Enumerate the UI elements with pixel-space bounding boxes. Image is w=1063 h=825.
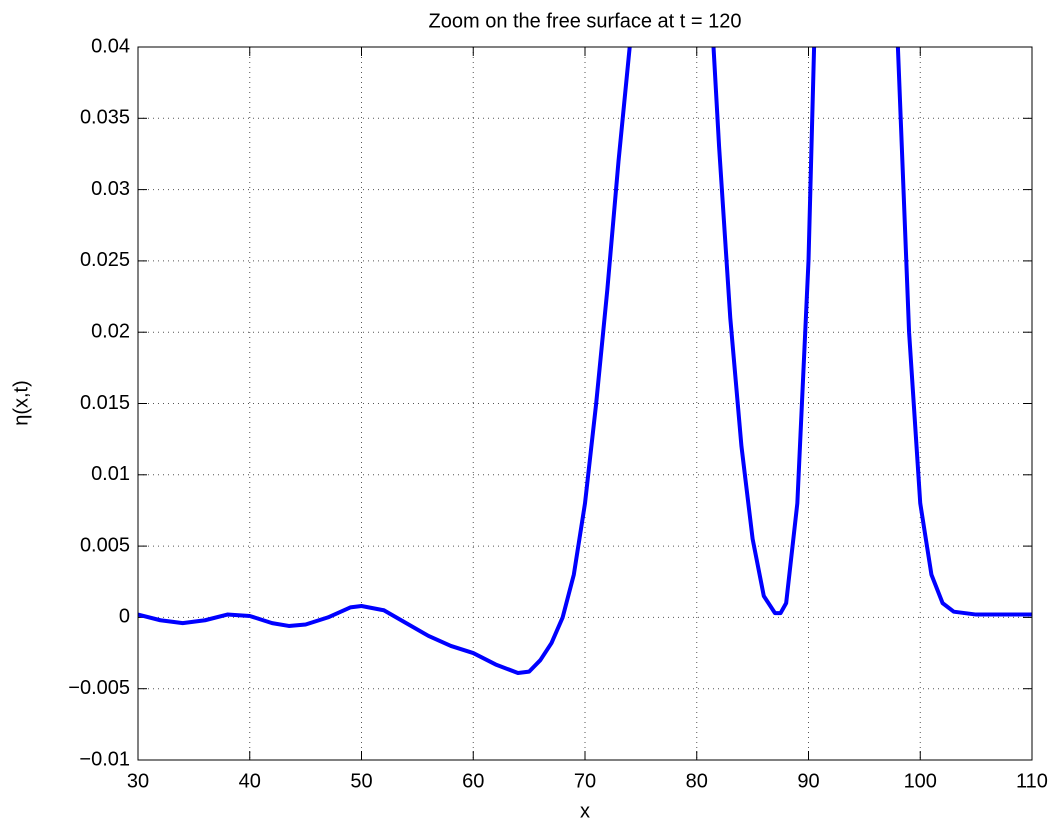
y-tick-label: 0.01	[91, 463, 130, 485]
axes-box	[137, 46, 1033, 761]
x-tick-label: 80	[686, 770, 708, 792]
data-line	[138, 47, 1032, 676]
x-axis-label: x	[580, 800, 590, 822]
x-tick-label: 90	[797, 770, 819, 792]
y-tick-label: 0.015	[80, 392, 130, 414]
y-tick-label: 0.04	[91, 35, 130, 57]
y-tick-label: 0.03	[91, 178, 130, 200]
y-tick-label: −0.005	[68, 677, 130, 699]
x-tick-label: 60	[462, 770, 484, 792]
y-axis-label: η(x,t)	[10, 380, 32, 426]
x-tick-label: 70	[574, 770, 596, 792]
chart-title: Zoom on the free surface at t = 120	[429, 10, 742, 32]
x-tick-label: 30	[127, 770, 149, 792]
y-tick-label: 0.005	[80, 534, 130, 556]
y-tick-label: 0.025	[80, 249, 130, 271]
x-tick-label: 50	[350, 770, 372, 792]
plot-area	[138, 47, 1032, 760]
y-tick-label: 0.035	[80, 107, 130, 129]
y-tick-label: 0.02	[91, 320, 130, 342]
x-tick-label: 40	[239, 770, 261, 792]
y-tick-label: 0	[119, 606, 130, 628]
x-tick-label: 110	[1016, 770, 1048, 792]
y-tick-label: −0.01	[79, 748, 130, 770]
x-tick-label: 100	[904, 770, 937, 792]
